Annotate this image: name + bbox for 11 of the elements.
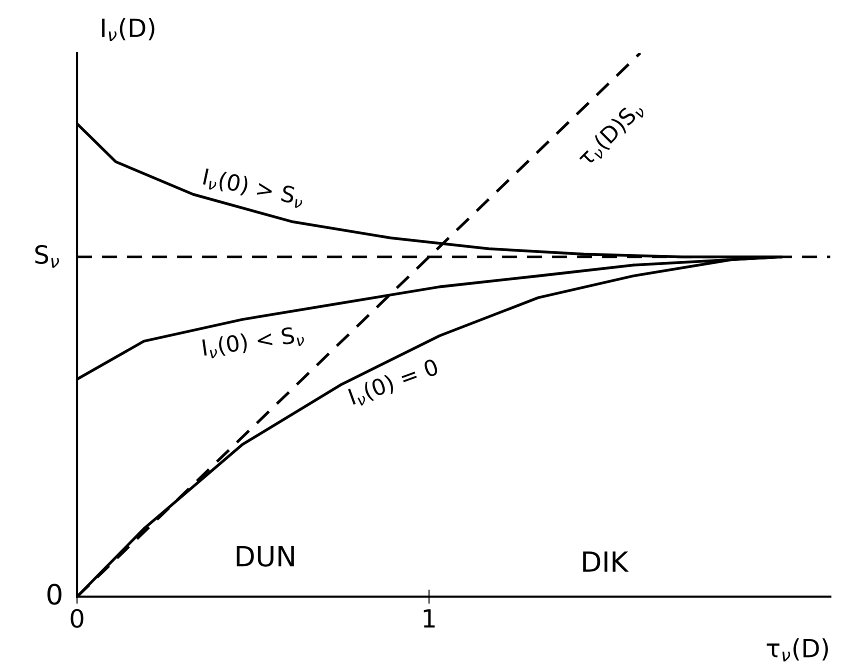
text: I$_{ν}$(0) > S$_{ν}$ (202, 168, 306, 209)
text: I$_{ν}$(0) = 0 (348, 358, 440, 408)
text: 0 (47, 584, 62, 605)
x-axis-title: τ$_{ν}$(D) (766, 638, 828, 662)
ref-line-label: S$_{ν}$ (35, 245, 59, 268)
y-axis-title: I$_{ν}$(D) (102, 18, 154, 42)
annotation: DIK (583, 551, 629, 572)
text: τ$_{ν}$(D)S$_{ν}$ (576, 99, 646, 170)
x-tick-label: 1 (424, 609, 435, 628)
annotation: DUN (236, 546, 294, 567)
text: I$_{ν}$(0) < S$_{ν}$ (202, 324, 305, 360)
